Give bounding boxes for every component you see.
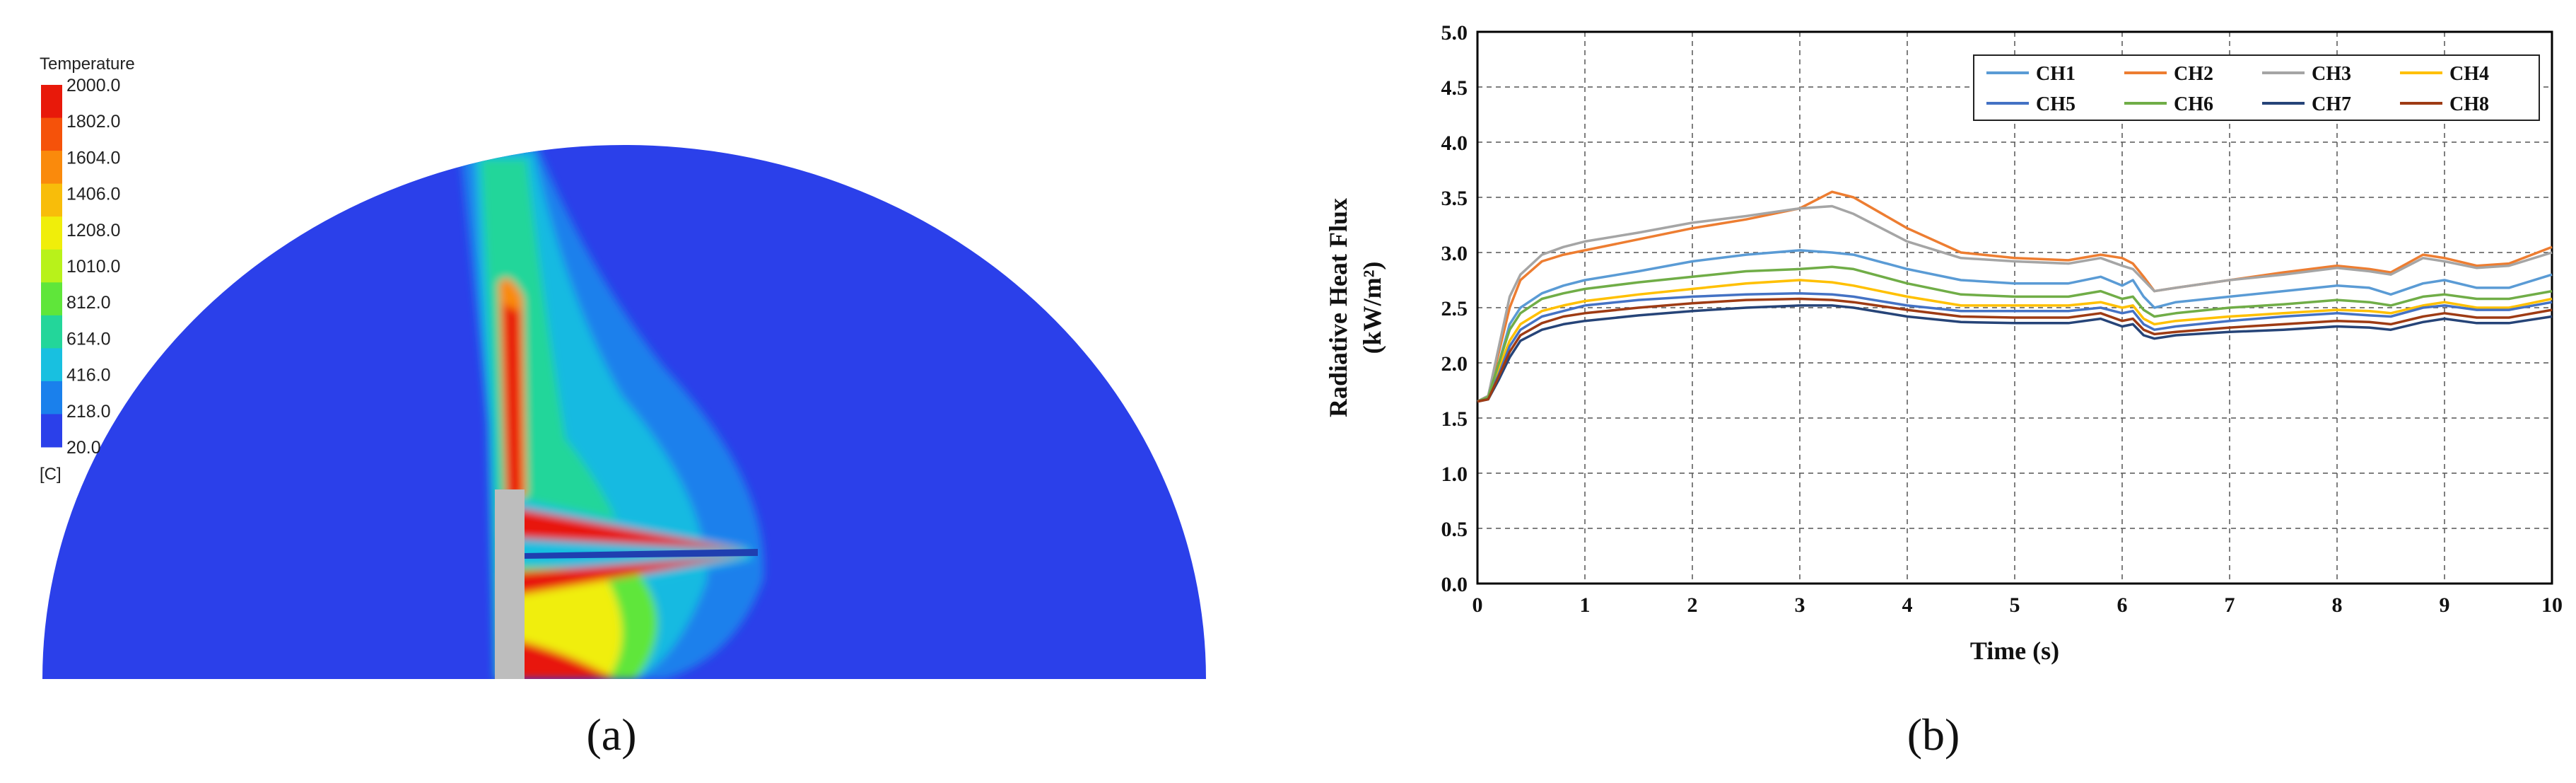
colorbar-tick-label: 614.0 [66,329,111,349]
wall-obstacle [495,489,525,679]
colorbar-band [41,151,62,185]
colorbar-band [41,117,62,151]
colorbar-tick-label: 1010.0 [66,257,120,277]
colorbar-tick-label: 812.0 [66,293,111,313]
x-tick-label: 2 [1687,593,1698,617]
hot-streak-lower [503,555,749,598]
legend-entry: CH2 [2174,63,2213,85]
x-tick-label: 4 [1902,593,1913,617]
y-tick-label: 3.0 [1441,242,1468,265]
injector-lance [523,549,758,559]
series-line-ch2 [1477,190,2553,403]
colorbar-band [41,216,62,250]
x-tick-label: 1 [1580,593,1591,617]
series-line-ch8 [1477,297,2553,403]
flame-core [503,304,522,499]
colorbar-tick-label: 1406.0 [66,185,120,204]
y-tick-label: 1.0 [1441,463,1468,486]
y-tick-label: 4.5 [1441,76,1468,100]
x-tick-label: 6 [2117,593,2128,617]
hot-streak-upper [503,506,749,550]
colorbar-tick-label: 20.0 [66,438,101,458]
colorbar-tick-label: 1208.0 [66,221,120,240]
series-line-ch3 [1477,204,2553,403]
legend-entry: CH5 [2036,93,2076,115]
y-tick-label: 2.0 [1441,352,1468,376]
temperature-colorbar: Temperature 2000.0 1802.0 1604.0 1406.0 1208… [40,54,135,484]
colorbar-band [41,315,62,349]
x-tick-label: 7 [2225,593,2235,617]
y-tick-label: 2.5 [1441,297,1468,320]
chart-legend: CH1 CH2 CH3 CH4 CH5 CH6 CH7 CH8 [1973,54,2540,121]
colorbar-band [41,249,62,283]
series-line-ch7 [1477,304,2553,403]
y-tick-label: 3.5 [1441,187,1468,210]
colorbar-band [41,348,62,382]
y-tick-label: 0.5 [1441,518,1468,541]
series-line-ch5 [1477,291,2553,403]
legend-entry: CH7 [2312,93,2351,115]
x-tick-label: 3 [1795,593,1805,617]
y-axis-label: Radiative Heat Flux [1324,198,1352,417]
series-line-ch4 [1477,279,2553,403]
y-tick-label: 5.0 [1441,21,1468,45]
y-tick-label: 0.0 [1441,573,1468,596]
y-tick-label: 4.0 [1441,132,1468,155]
series-line-ch1 [1477,249,2553,403]
legend-entry: CH3 [2312,63,2351,85]
colorbar-band [41,282,62,316]
x-tick-label: 10 [2541,593,2563,617]
x-tick-label: 9 [2440,593,2450,617]
colorbar-tick-label: 2000.0 [66,76,120,95]
radiative-heat-flux-chart: 0.0 0.5 1.0 1.5 2.0 2.5 3.0 3.5 4.0 4.5 5.0 0 1 2 3 4 5… [1324,21,2563,665]
legend-entry: CH8 [2449,93,2489,115]
x-axis-label: Time (s) [1970,637,2059,665]
colorbar-band [41,381,62,414]
x-tick-label: 8 [2332,593,2343,617]
colorbar-unit: [C] [40,465,62,484]
colorbar-band [41,183,62,217]
colorbar-tick-label: 416.0 [66,366,111,385]
plot-frame [1476,30,2553,585]
y-tick-label: 1.5 [1441,407,1468,431]
panel-a-label: (a) [586,709,636,760]
colorbar-title: Temperature [40,54,135,74]
panel-b-label: (b) [1907,709,1960,760]
colorbar-tick-label: 1802.0 [66,112,120,132]
colorbar-band [41,85,62,119]
colorbar-band [41,414,62,448]
legend-entry: CH4 [2449,63,2489,85]
x-tick-label: 5 [2010,593,2020,617]
hot-floor [503,637,615,679]
y-axis-unit: (kW/m²) [1358,262,1386,354]
contour-panel: Temperature 2000.0 1802.0 1604.0 1406.0 1208… [40,54,1206,679]
x-tick-label: 0 [1473,593,1483,617]
legend-box [1973,54,2540,121]
series-line-ch6 [1477,265,2553,403]
legend-entry: CH6 [2174,93,2213,115]
colorbar-tick-label: 1604.0 [66,148,120,168]
legend-entry: CH1 [2036,63,2076,85]
colorbar-tick-label: 218.0 [66,402,111,422]
temperature-contour-plot [42,145,1206,679]
